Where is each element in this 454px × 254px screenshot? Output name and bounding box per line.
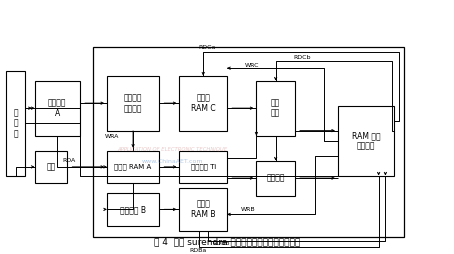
Text: 目标图像: 目标图像 xyxy=(266,174,285,183)
Text: 图 4  改进 surendra 背景更新算法总体硬件结构图: 图 4 改进 surendra 背景更新算法总体硬件结构图 xyxy=(154,237,300,246)
Text: RDBb: RDBb xyxy=(212,241,230,246)
Bar xyxy=(179,188,227,231)
Bar xyxy=(107,76,159,131)
Text: 差值
模块: 差值 模块 xyxy=(271,99,280,118)
Text: RDCa: RDCa xyxy=(199,45,216,50)
Text: 三端口
RAM C: 三端口 RAM C xyxy=(191,93,216,113)
Bar xyxy=(35,151,67,183)
Text: 均值: 均值 xyxy=(46,162,55,171)
Bar xyxy=(179,76,227,131)
Bar xyxy=(94,47,404,237)
Bar xyxy=(179,151,227,183)
Text: RDCb: RDCb xyxy=(294,55,311,60)
Bar xyxy=(35,81,80,136)
Bar xyxy=(257,161,295,196)
Text: RDBa: RDBa xyxy=(190,248,207,253)
Text: WRA: WRA xyxy=(105,134,119,139)
Text: RDA: RDA xyxy=(63,158,76,163)
Text: 三端口
RAM B: 三端口 RAM B xyxy=(191,200,216,219)
Text: RAM 端口
控制模块: RAM 端口 控制模块 xyxy=(352,131,380,150)
Text: WRB: WRB xyxy=(241,207,255,212)
Text: www.ChinaAET.com: www.ChinaAET.com xyxy=(142,160,203,164)
Text: 双端口 RAM A: 双端口 RAM A xyxy=(114,164,152,170)
Text: 选择模块 B: 选择模块 B xyxy=(120,205,146,214)
Text: 更新背景
算法模块: 更新背景 算法模块 xyxy=(124,93,143,113)
Text: APPLICATION OF ELECTRONIC TECHNIQUE: APPLICATION OF ELECTRONIC TECHNIQUE xyxy=(118,147,228,152)
Text: WRC: WRC xyxy=(245,63,260,68)
Text: 选择模块
A: 选择模块 A xyxy=(48,99,67,118)
Bar xyxy=(338,106,395,176)
Text: 阈值模块 Ti: 阈值模块 Ti xyxy=(191,164,216,170)
Bar xyxy=(257,81,295,136)
Text: 当
前
帧: 当 前 帧 xyxy=(13,108,18,138)
Bar xyxy=(107,151,159,183)
Bar xyxy=(6,71,25,176)
Bar xyxy=(107,193,159,226)
